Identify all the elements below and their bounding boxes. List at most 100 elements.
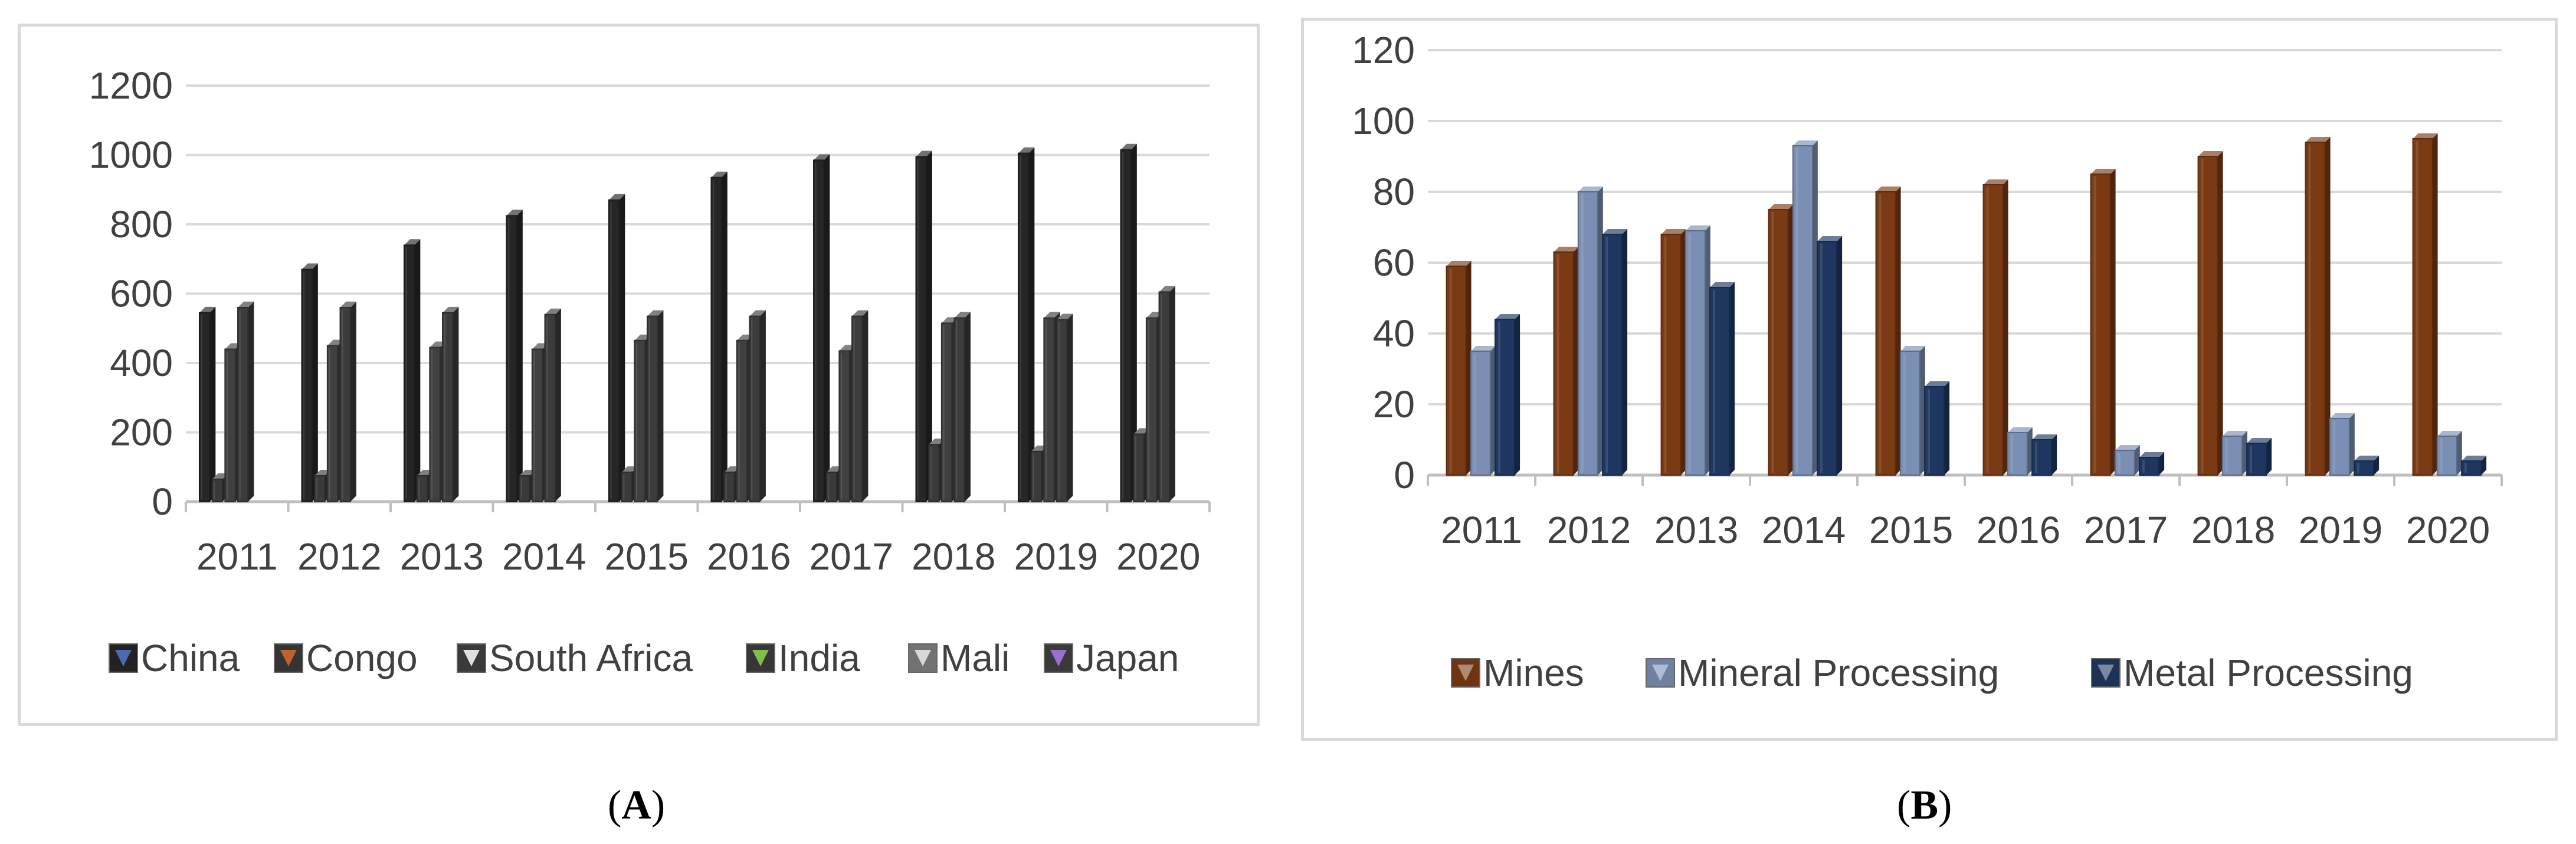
bar-side-face: [1028, 147, 1035, 502]
bar-mineral-processing-2015: [1899, 346, 1925, 476]
bar-highlight: [444, 315, 445, 499]
bar-front-face: [2305, 142, 2326, 476]
bar-side-face: [2134, 445, 2140, 475]
bar-highlight: [1605, 237, 1608, 473]
bar-highlight: [2035, 442, 2038, 473]
bar-mines-2020: [2412, 133, 2438, 476]
bar-side-face: [1837, 236, 1843, 475]
x-tick-label: 2014: [1762, 509, 1846, 551]
legend-swatch-mark: [752, 650, 769, 666]
bar-side-face: [453, 306, 459, 502]
bar-side-face: [721, 171, 727, 502]
legend-label: India: [778, 637, 860, 679]
x-tick-label: 2015: [1869, 509, 1953, 551]
bar-top-face: [443, 306, 459, 313]
bar-highlight: [329, 348, 330, 499]
bar-top-face: [327, 339, 344, 346]
legend-label: South Africa: [489, 637, 693, 679]
bar-front-face: [237, 307, 249, 502]
y-tick-label: 100: [1352, 100, 1415, 142]
bar-top-face: [301, 263, 318, 270]
bar-highlight: [2416, 141, 2418, 473]
bar-side-face: [2266, 438, 2272, 475]
bar-top-face: [724, 466, 740, 473]
bar-highlight: [2225, 439, 2228, 473]
bar-top-face: [954, 312, 971, 318]
bar-top-face: [749, 310, 766, 316]
bar-front-face: [1684, 230, 1706, 476]
bar-front-face: [928, 444, 940, 502]
bar-front-face: [915, 156, 927, 502]
bar-mines-2018: [2197, 151, 2223, 476]
bar-mines-2017: [2090, 169, 2116, 476]
bar-highlight: [815, 162, 817, 499]
bar-highlight: [610, 202, 612, 499]
bar-side-face: [824, 154, 830, 502]
bar-front-face: [2354, 460, 2375, 476]
x-tick-label: 2015: [605, 535, 689, 578]
legend-item-metal-processing: Metal Processing: [2091, 652, 2413, 694]
bar-front-face: [1982, 184, 2004, 476]
bar-top-face: [2198, 151, 2223, 156]
bar-highlight: [1020, 155, 1021, 499]
bar-front-face: [634, 339, 645, 502]
bar-top-face: [2247, 438, 2272, 443]
legend-swatch-mark: [2097, 665, 2114, 681]
bar-front-face: [198, 312, 211, 502]
legend-swatch-mark: [1652, 665, 1669, 681]
bar-top-face: [1792, 140, 1818, 146]
bar-top-face: [1044, 312, 1060, 318]
bar-highlight: [1903, 354, 1906, 473]
chart-panel-a: 0 200 400 600 800 1000 1200 2011 2012 2013 2014 201…: [18, 24, 1260, 726]
bar-side-face: [2349, 413, 2355, 475]
bar-top-face: [1495, 314, 1520, 319]
bar-front-face: [1792, 145, 1813, 476]
bar-front-face: [416, 475, 428, 502]
bar-front-face: [1030, 450, 1043, 502]
bar-highlight: [943, 325, 945, 499]
bar-top-face: [212, 473, 229, 479]
x-tick-label: 2019: [2299, 509, 2382, 551]
bar-mineral-processing-2017: [2114, 445, 2140, 476]
bar-top-face: [1446, 261, 1471, 266]
bar-front-face: [1056, 319, 1068, 502]
y-tick-label: 80: [1373, 171, 1415, 213]
bar-front-face: [544, 313, 556, 502]
bar-highlight: [418, 477, 420, 499]
bar-highlight: [1688, 233, 1691, 473]
bar-top-face: [2462, 456, 2487, 461]
bar-front-face: [2412, 138, 2433, 476]
bar-side-face: [1705, 225, 1710, 475]
bar-front-face: [851, 315, 863, 502]
bar-metal-processing-2015: [1924, 381, 1950, 476]
bar-front-face: [1602, 234, 1623, 476]
bar-india-2012: [339, 302, 356, 502]
bar-top-face: [2222, 431, 2247, 436]
bar-top-face: [238, 302, 254, 307]
legend-label: China: [141, 637, 240, 679]
bar-china-2011: [198, 306, 216, 502]
x-tick-label: 2012: [1547, 509, 1631, 551]
bar-metal-processing-2018: [2246, 438, 2272, 476]
bar-top-face: [941, 317, 958, 323]
bar-side-face: [1622, 229, 1628, 475]
bar-front-face: [2436, 436, 2457, 476]
legend-label: Mines: [1483, 652, 1584, 694]
bar-side-face: [1466, 261, 1471, 475]
bar-front-face: [2197, 156, 2218, 476]
chart-panel-b: 0 20 40 60 80 100 120 2011 2012 2013 2014 2015 2016 2…: [1301, 18, 2558, 741]
bar-front-face: [1133, 433, 1145, 502]
bar-highlight: [1820, 244, 1823, 473]
y-tick-label: 0: [1394, 454, 1415, 496]
bar-top-face: [929, 439, 945, 445]
bar-top-face: [1710, 282, 1735, 287]
legend-label: Mali: [940, 637, 1010, 679]
bar-side-face: [2481, 456, 2487, 475]
caption-a: (A): [608, 783, 666, 828]
bar-front-face: [2221, 436, 2243, 476]
bar-china-2014: [506, 210, 523, 502]
bar-top-face: [852, 310, 869, 316]
bar-front-face: [1158, 291, 1170, 502]
bar-highlight: [508, 218, 510, 499]
bar-top-face: [1876, 187, 1901, 192]
